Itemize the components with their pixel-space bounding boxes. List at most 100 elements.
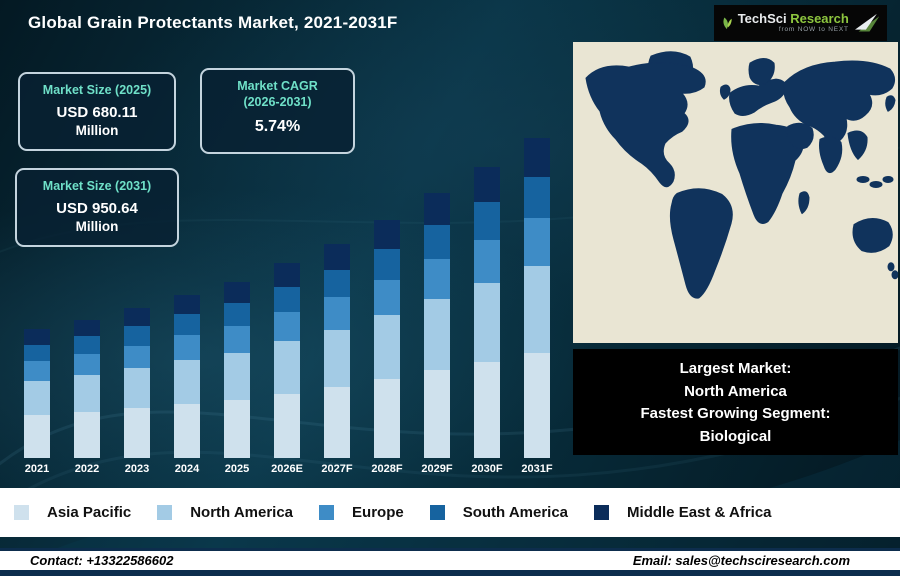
bar-segment-asia-pacific bbox=[174, 403, 200, 458]
bar-segment-south-america bbox=[274, 286, 300, 312]
bar-column: 2021 bbox=[12, 329, 62, 476]
bar-segment-north-america bbox=[474, 283, 500, 362]
map-japan bbox=[885, 95, 896, 112]
fastest-segment-label: Fastest Growing Segment: bbox=[640, 405, 831, 422]
map-india bbox=[819, 136, 843, 174]
bar-segment-asia-pacific bbox=[474, 361, 500, 458]
bar-segment-north-america bbox=[224, 352, 250, 400]
legend-label: South America bbox=[462, 504, 569, 521]
legend-item: North America bbox=[157, 504, 293, 521]
bar-column: 2031F bbox=[512, 138, 562, 476]
bar-segment-europe bbox=[224, 326, 250, 353]
bar-segment-north-america bbox=[324, 329, 350, 388]
contact-phone: Contact: +13322586602 bbox=[30, 553, 174, 568]
largest-market-label: Largest Market: bbox=[679, 360, 792, 377]
bar-column: 2022 bbox=[62, 319, 112, 476]
bar-segment-south-america bbox=[474, 201, 500, 240]
stat-title: Market Size (2031) bbox=[42, 179, 152, 193]
market-highlights-box: Largest Market: North America Fastest Gr… bbox=[573, 349, 898, 455]
map-se-asia bbox=[847, 130, 868, 160]
bar-segment-south-america bbox=[224, 303, 250, 327]
bar-segment-north-america bbox=[124, 368, 150, 409]
map-australia bbox=[852, 218, 893, 253]
map-indonesia bbox=[869, 180, 883, 188]
legend-swatch bbox=[157, 505, 173, 520]
bar-segment-europe bbox=[474, 239, 500, 284]
arrow-icon bbox=[854, 13, 879, 32]
page-title: Global Grain Protectants Market, 2021-20… bbox=[28, 13, 398, 32]
x-axis-label: 2028F bbox=[371, 463, 403, 475]
footer-bar: Contact: +13322586602 Email: sales@techs… bbox=[0, 548, 900, 570]
stat-title: Market CAGR bbox=[237, 79, 318, 93]
bar-segment-north-america bbox=[424, 298, 450, 371]
map-uk bbox=[719, 84, 731, 100]
bar-segment-europe bbox=[374, 279, 400, 316]
bar-segment-south-america bbox=[74, 336, 100, 355]
map-indonesia bbox=[882, 175, 894, 183]
leaf-icon bbox=[723, 17, 732, 30]
map-south-america bbox=[669, 188, 733, 299]
map-indonesia bbox=[856, 175, 870, 183]
stacked-bar bbox=[274, 263, 300, 458]
bar-segment-north-america bbox=[74, 374, 100, 413]
stat-box-market-size-2025: Market Size (2025) USD 680.11 Million bbox=[18, 72, 176, 151]
bar-segment-asia-pacific bbox=[124, 408, 150, 458]
legend-swatch bbox=[594, 505, 610, 520]
stacked-bar bbox=[224, 282, 250, 458]
bar-segment-south-america bbox=[524, 176, 550, 219]
bar-segment-north-america bbox=[524, 266, 550, 353]
stat-title: Market Size (2025) bbox=[42, 83, 152, 97]
bar-segment-middle-east-africa bbox=[524, 138, 550, 177]
legend-item: Asia Pacific bbox=[14, 504, 131, 521]
logo-text: TechSci Research from NOW to NEXT bbox=[737, 10, 849, 34]
bar-segment-europe bbox=[24, 361, 50, 381]
bar-segment-north-america bbox=[374, 315, 400, 380]
x-axis-label: 2029F bbox=[421, 463, 453, 475]
bottom-accent-bar bbox=[0, 570, 900, 576]
map-new-zealand bbox=[887, 262, 895, 272]
bar-column: 2023 bbox=[112, 308, 162, 476]
logo-brand-secondary: Research bbox=[790, 10, 849, 26]
legend-swatch bbox=[14, 505, 29, 520]
map-north-america bbox=[585, 62, 706, 188]
stat-value: 5.74% bbox=[254, 118, 301, 136]
bar-segment-asia-pacific bbox=[24, 415, 50, 458]
bar-column: 2030F bbox=[462, 166, 512, 476]
bar-segment-middle-east-africa bbox=[174, 294, 200, 315]
map-africa bbox=[731, 122, 804, 224]
logo-tagline: from NOW to NEXT bbox=[778, 26, 849, 34]
stacked-bar bbox=[524, 138, 550, 458]
bar-segment-north-america bbox=[274, 341, 300, 394]
bar-segment-middle-east-africa bbox=[124, 308, 150, 327]
bar-segment-asia-pacific bbox=[74, 412, 100, 458]
stacked-bar bbox=[24, 329, 50, 458]
stat-unit: Million bbox=[75, 122, 119, 138]
legend-label: Asia Pacific bbox=[47, 504, 132, 521]
legend-item: Middle East & Africa bbox=[594, 504, 772, 521]
bar-segment-europe bbox=[124, 345, 150, 369]
bar-segment-asia-pacific bbox=[524, 352, 550, 458]
x-axis-label: 2030F bbox=[471, 463, 503, 475]
logo-brand-primary: TechSci bbox=[737, 10, 787, 26]
bar-column: 2028F bbox=[362, 220, 412, 476]
legend-label: Europe bbox=[352, 504, 404, 521]
bar-column: 2026E bbox=[262, 263, 312, 476]
contact-email: Email: sales@techsciresearch.com bbox=[632, 553, 850, 568]
bar-segment-middle-east-africa bbox=[474, 166, 500, 202]
bar-segment-middle-east-africa bbox=[74, 319, 100, 337]
bar-segment-europe bbox=[174, 335, 200, 360]
fastest-segment-value: Biological bbox=[699, 427, 772, 445]
largest-market-value: North America bbox=[684, 382, 787, 400]
x-axis-label: 2031F bbox=[521, 463, 553, 475]
bar-segment-south-america bbox=[324, 269, 350, 298]
world-map bbox=[585, 51, 898, 299]
x-axis-label: 2025 bbox=[224, 463, 250, 475]
x-axis-label: 2027F bbox=[321, 463, 353, 475]
bar-column: 2024 bbox=[162, 294, 212, 476]
bar-segment-asia-pacific bbox=[374, 379, 400, 458]
bar-segment-asia-pacific bbox=[324, 387, 350, 458]
stat-value: USD 950.64 bbox=[56, 199, 138, 217]
world-map-panel bbox=[573, 42, 898, 343]
legend-label: Middle East & Africa bbox=[627, 504, 772, 521]
bar-segment-south-america bbox=[24, 344, 50, 362]
